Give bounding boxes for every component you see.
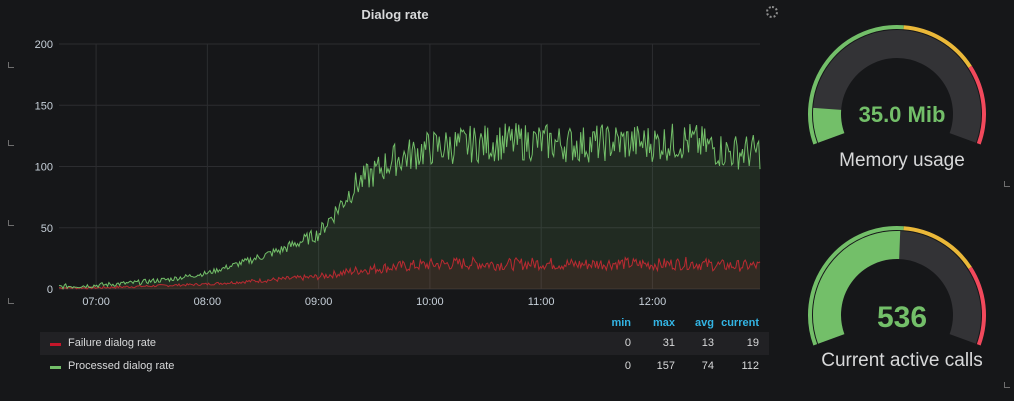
legend-header-avg[interactable]: avg: [695, 317, 714, 329]
calls-gauge-value: 536: [876, 301, 928, 334]
legend-value-min: 0: [624, 337, 631, 349]
x-tick-label: 12:00: [639, 296, 667, 308]
series-line: [58, 123, 761, 290]
gauge-threshold-red: [968, 65, 986, 145]
x-tick-label: 07:00: [82, 296, 110, 308]
legend-value-max: 31: [662, 337, 675, 349]
dialog-rate-panel: Dialog rate 0 50 100 150 200 07:00 08:00 09:00 1…: [0, 0, 790, 378]
legend-value-min: 0: [624, 360, 631, 372]
gauge-threshold-red: [968, 266, 986, 346]
resize-corner-icon: [1004, 382, 1010, 388]
y-tick-label: 50: [41, 223, 53, 235]
gauge-threshold-green: [808, 25, 904, 145]
series-area: [59, 123, 760, 289]
gauge-threshold-green: [808, 226, 904, 346]
resize-corner-icon: [8, 298, 14, 304]
x-tick-label: 11:00: [528, 296, 555, 308]
gauge-threshold-yellow: [903, 25, 972, 68]
gauge-track: [813, 30, 981, 143]
y-tick-label: 200: [35, 39, 53, 51]
active-calls-panel: 536 Current active calls: [790, 200, 1014, 401]
gauge-threshold-yellow: [903, 226, 972, 269]
legend-value-current: 112: [741, 360, 759, 372]
active-calls-gauge: [808, 226, 986, 346]
resize-corner-icon: [8, 140, 14, 146]
resize-corner-icon: [8, 220, 14, 226]
resize-corner-icon: [1004, 181, 1010, 187]
dialog-rate-chart[interactable]: 0 50 100 150 200 07:00 08:00 09:00 10:00 11:00 12:…: [0, 0, 790, 312]
x-tick-label: 08:00: [194, 296, 222, 308]
legend-series-name[interactable]: Processed dialog rate: [68, 360, 175, 372]
legend-series-name[interactable]: Failure dialog rate: [68, 337, 157, 349]
legend-value-current: 19: [746, 337, 759, 349]
series-line: [58, 256, 761, 290]
legend-swatch[interactable]: [50, 366, 61, 369]
legend-row-failure[interactable]: Failure dialog rate 0 31 13 19: [40, 332, 769, 355]
memory-gauge-label: Memory usage: [839, 150, 965, 171]
graph-legend: min max avg current Failure dialog rate …: [40, 314, 769, 378]
loading-spinner-icon: [766, 6, 778, 18]
x-tick-label: 10:00: [416, 296, 444, 308]
x-tick-label: 09:00: [305, 296, 333, 308]
legend-header: min max avg current: [40, 314, 769, 332]
panel-title[interactable]: Dialog rate: [361, 7, 429, 22]
resize-corner-icon: [8, 62, 14, 68]
legend-swatch[interactable]: [50, 343, 61, 346]
legend-value-avg: 13: [701, 337, 714, 349]
legend-header-min[interactable]: min: [611, 317, 631, 329]
memory-gauge-value: 35.0 Mib: [858, 102, 946, 127]
y-tick-label: 100: [35, 162, 53, 174]
y-tick-label: 0: [47, 284, 53, 296]
gauge-fill: [813, 107, 845, 143]
y-tick-label: 150: [35, 100, 53, 112]
legend-value-avg: 74: [701, 360, 714, 372]
memory-usage-panel: 35.0 Mib Memory usage: [790, 0, 1014, 190]
memory-gauge: [808, 25, 986, 145]
legend-header-current[interactable]: current: [721, 317, 759, 329]
gauge-fill: [813, 231, 901, 344]
calls-gauge-label: Current active calls: [821, 350, 983, 371]
legend-header-max[interactable]: max: [652, 317, 675, 329]
legend-row-processed[interactable]: Processed dialog rate 0 157 74 112: [40, 355, 769, 378]
legend-value-max: 157: [656, 360, 675, 372]
